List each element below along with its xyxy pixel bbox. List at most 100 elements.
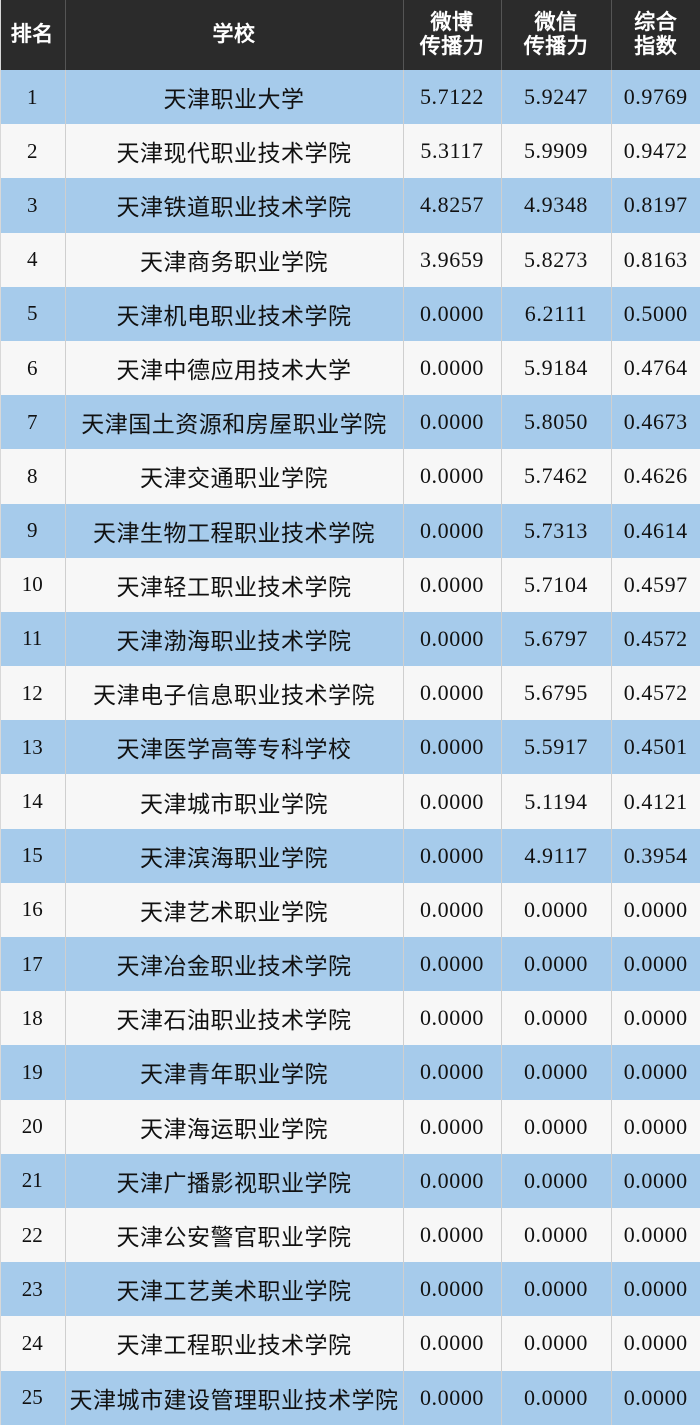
table-row: 5 天津机电职业技术学院 0.0000 6.2111 0.5000 bbox=[0, 286, 700, 341]
cell-wechat-influence: 5.7313 bbox=[501, 503, 612, 558]
table-body: 1 天津职业大学 5.7122 5.9247 0.9769 2 天津现代职业技术学院 5.31… bbox=[0, 70, 700, 1425]
cell-rank: 7 bbox=[0, 395, 66, 450]
cell-weibo-influence: 0.0000 bbox=[403, 720, 502, 775]
cell-composite-index: 0.4626 bbox=[611, 449, 700, 504]
cell-rank: 13 bbox=[0, 720, 66, 775]
cell-weibo-influence: 0.0000 bbox=[403, 395, 502, 450]
column-header-line: 学校 bbox=[212, 22, 256, 46]
cell-rank: 22 bbox=[0, 1207, 66, 1263]
cell-rank: 17 bbox=[0, 937, 66, 992]
cell-wechat-influence: 5.8273 bbox=[501, 232, 612, 287]
cell-composite-index: 0.9769 bbox=[611, 70, 700, 125]
cell-composite-index: 0.0000 bbox=[611, 1099, 700, 1154]
cell-composite-index: 0.4501 bbox=[611, 720, 700, 775]
cell-composite-index: 0.4597 bbox=[611, 557, 700, 612]
table-row: 7 天津国土资源和房屋职业学院 0.0000 5.8050 0.4673 bbox=[0, 395, 700, 450]
cell-weibo-influence: 4.8257 bbox=[403, 178, 502, 233]
cell-school-name: 天津艺术职业学院 bbox=[65, 882, 404, 937]
table-row: 1 天津职业大学 5.7122 5.9247 0.9769 bbox=[0, 70, 700, 125]
cell-composite-index: 0.0000 bbox=[611, 1045, 700, 1100]
cell-rank: 14 bbox=[0, 774, 66, 829]
cell-school-name: 天津滨海职业学院 bbox=[65, 828, 404, 883]
cell-weibo-influence: 0.0000 bbox=[403, 1099, 502, 1154]
cell-wechat-influence: 0.0000 bbox=[501, 1099, 612, 1154]
table-row: 9 天津生物工程职业技术学院 0.0000 5.7313 0.4614 bbox=[0, 503, 700, 558]
cell-composite-index: 0.4614 bbox=[611, 503, 700, 558]
cell-school-name: 天津城市建设管理职业技术学院 bbox=[65, 1370, 404, 1425]
table-row: 19 天津青年职业学院 0.0000 0.0000 0.0000 bbox=[0, 1045, 700, 1100]
cell-school-name: 天津电子信息职业技术学院 bbox=[65, 666, 404, 721]
cell-wechat-influence: 0.0000 bbox=[501, 1045, 612, 1100]
cell-composite-index: 0.0000 bbox=[611, 1262, 700, 1317]
table-row: 24 天津工程职业技术学院 0.0000 0.0000 0.0000 bbox=[0, 1316, 700, 1371]
table-row: 12 天津电子信息职业技术学院 0.0000 5.6795 0.4572 bbox=[0, 666, 700, 721]
cell-weibo-influence: 5.7122 bbox=[403, 70, 502, 125]
table-row: 22 天津公安警官职业学院 0.0000 0.0000 0.0000 bbox=[0, 1207, 700, 1263]
cell-school-name: 天津交通职业学院 bbox=[65, 449, 404, 504]
cell-school-name: 天津冶金职业技术学院 bbox=[65, 937, 404, 992]
cell-composite-index: 0.0000 bbox=[611, 991, 700, 1046]
cell-wechat-influence: 0.0000 bbox=[501, 1262, 612, 1317]
cell-weibo-influence: 0.0000 bbox=[403, 774, 502, 829]
cell-school-name: 天津工程职业技术学院 bbox=[65, 1316, 404, 1371]
table-header: 排名 学校 微博 传播力 微信 传播力 综合 指数 bbox=[0, 0, 700, 70]
cell-composite-index: 0.0000 bbox=[611, 1207, 700, 1263]
table-row: 14 天津城市职业学院 0.0000 5.1194 0.4121 bbox=[0, 774, 700, 829]
column-header-weibo-influence: 微博 传播力 bbox=[403, 0, 502, 70]
cell-rank: 11 bbox=[0, 611, 66, 667]
cell-weibo-influence: 0.0000 bbox=[403, 1207, 502, 1263]
table-row: 18 天津石油职业技术学院 0.0000 0.0000 0.0000 bbox=[0, 991, 700, 1046]
table-row: 17 天津冶金职业技术学院 0.0000 0.0000 0.0000 bbox=[0, 937, 700, 992]
cell-composite-index: 0.5000 bbox=[611, 286, 700, 341]
cell-school-name: 天津职业大学 bbox=[65, 70, 404, 125]
cell-rank: 18 bbox=[0, 991, 66, 1046]
cell-weibo-influence: 0.0000 bbox=[403, 882, 502, 937]
cell-weibo-influence: 0.0000 bbox=[403, 1316, 502, 1371]
cell-rank: 19 bbox=[0, 1045, 66, 1100]
column-header-line: 微信 bbox=[534, 10, 578, 34]
cell-wechat-influence: 0.0000 bbox=[501, 1316, 612, 1371]
cell-school-name: 天津工艺美术职业学院 bbox=[65, 1262, 404, 1317]
cell-school-name: 天津石油职业技术学院 bbox=[65, 991, 404, 1046]
cell-composite-index: 0.8163 bbox=[611, 232, 700, 287]
cell-weibo-influence: 5.3117 bbox=[403, 124, 502, 179]
column-header-rank: 排名 bbox=[0, 0, 66, 70]
cell-school-name: 天津机电职业技术学院 bbox=[65, 286, 404, 341]
column-header-line: 传播力 bbox=[523, 35, 589, 58]
cell-weibo-influence: 0.0000 bbox=[403, 503, 502, 558]
cell-composite-index: 0.0000 bbox=[611, 937, 700, 992]
cell-weibo-influence: 0.0000 bbox=[403, 1370, 502, 1425]
cell-weibo-influence: 0.0000 bbox=[403, 1045, 502, 1100]
cell-composite-index: 0.4764 bbox=[611, 340, 700, 396]
cell-composite-index: 0.8197 bbox=[611, 178, 700, 233]
cell-composite-index: 0.3954 bbox=[611, 828, 700, 883]
cell-wechat-influence: 5.9184 bbox=[501, 340, 612, 396]
column-header-wechat-influence: 微信 传播力 bbox=[501, 0, 612, 70]
cell-wechat-influence: 5.5917 bbox=[501, 720, 612, 775]
cell-rank: 6 bbox=[0, 340, 66, 396]
column-header-line: 指数 bbox=[634, 35, 678, 58]
cell-rank: 9 bbox=[0, 503, 66, 558]
cell-weibo-influence: 0.0000 bbox=[403, 557, 502, 612]
cell-school-name: 天津医学高等专科学校 bbox=[65, 720, 404, 775]
cell-school-name: 天津海运职业学院 bbox=[65, 1099, 404, 1154]
cell-wechat-influence: 0.0000 bbox=[501, 1153, 612, 1208]
cell-composite-index: 0.9472 bbox=[611, 124, 700, 179]
cell-rank: 20 bbox=[0, 1099, 66, 1154]
table-row: 20 天津海运职业学院 0.0000 0.0000 0.0000 bbox=[0, 1099, 700, 1154]
cell-school-name: 天津生物工程职业技术学院 bbox=[65, 503, 404, 558]
column-header-school: 学校 bbox=[65, 0, 404, 70]
cell-composite-index: 0.4572 bbox=[611, 666, 700, 721]
cell-composite-index: 0.0000 bbox=[611, 1153, 700, 1208]
cell-weibo-influence: 0.0000 bbox=[403, 340, 502, 396]
table-row: 6 天津中德应用技术大学 0.0000 5.9184 0.4764 bbox=[0, 340, 700, 396]
cell-weibo-influence: 0.0000 bbox=[403, 1153, 502, 1208]
cell-rank: 10 bbox=[0, 557, 66, 612]
cell-rank: 1 bbox=[0, 70, 66, 125]
cell-wechat-influence: 5.6795 bbox=[501, 666, 612, 721]
cell-wechat-influence: 5.1194 bbox=[501, 774, 612, 829]
cell-school-name: 天津公安警官职业学院 bbox=[65, 1207, 404, 1263]
cell-school-name: 天津轻工职业技术学院 bbox=[65, 557, 404, 612]
